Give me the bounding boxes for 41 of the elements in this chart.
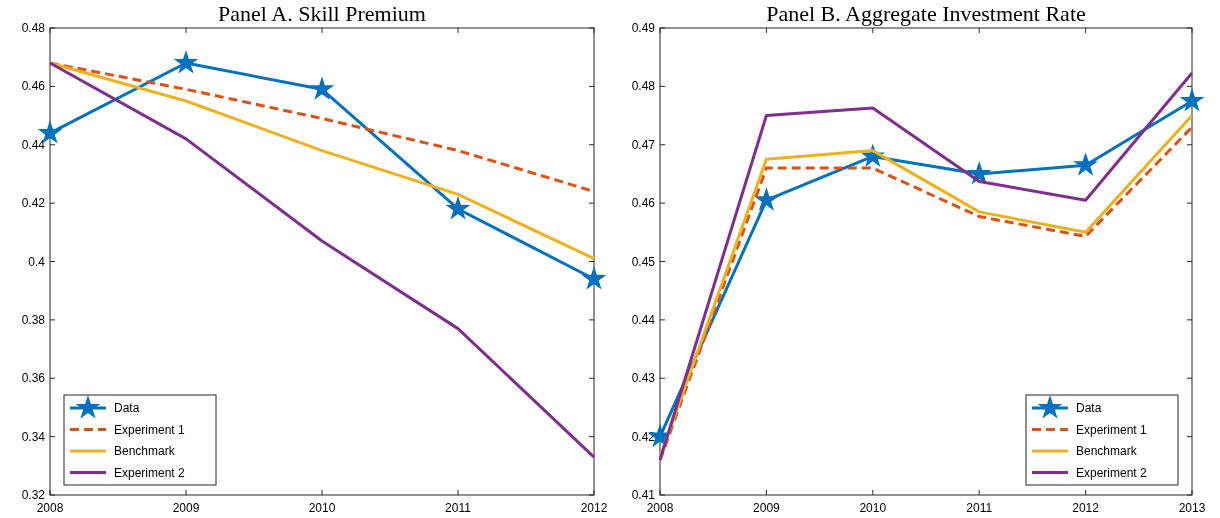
x-tick-label: 2012 (1072, 501, 1100, 515)
x-tick-label: 2011 (966, 501, 993, 515)
x-tick-label: 2008 (646, 501, 674, 515)
y-tick-label: 0.4 (28, 254, 46, 269)
y-tick-label: 0.46 (631, 196, 656, 211)
y-tick-label: 0.36 (21, 371, 46, 386)
x-tick-label: 2009 (172, 501, 200, 515)
y-tick-label: 0.41 (631, 488, 656, 502)
legend-label: Experiment 2 (114, 465, 186, 480)
y-tick-label: 0.42 (21, 196, 46, 211)
legend-label: Experiment 1 (114, 422, 186, 437)
y-tick-label: 0.32 (21, 488, 46, 502)
y-tick-label: 0.38 (21, 312, 46, 327)
y-tick-label: 0.48 (21, 21, 46, 35)
point (1073, 152, 1098, 176)
y-tick-label: 0.49 (631, 21, 656, 35)
x-tick-label: 2013 (1178, 501, 1206, 515)
y-tick-label: 0.45 (631, 254, 656, 269)
legend-label: Data (114, 401, 140, 415)
legend-label: Experiment 2 (1076, 465, 1148, 480)
chart-title: Panel B. Aggregate Investment Rate (766, 1, 1086, 26)
x-tick-label: 2009 (753, 501, 781, 515)
point (754, 187, 779, 211)
y-tick-label: 0.48 (631, 79, 656, 94)
legend-label: Benchmark (114, 444, 176, 458)
y-tick-label: 0.47 (631, 137, 656, 152)
legend-label: Data (1076, 401, 1102, 415)
line-series (48, 61, 596, 459)
x-tick-label: 2011 (445, 501, 472, 515)
y-tick-label: 0.44 (21, 137, 46, 152)
x-tick-label: 2010 (859, 501, 887, 515)
x-tick-label: 2012 (580, 501, 608, 515)
chart-title: Panel A. Skill Premium (218, 1, 426, 26)
legend-label: Benchmark (1076, 444, 1138, 458)
y-tick-label: 0.43 (631, 371, 656, 386)
y-tick-label: 0.46 (21, 79, 46, 94)
y-tick-label: 0.34 (21, 429, 46, 444)
x-tick-label: 2010 (308, 501, 336, 515)
x-tick-label: 2008 (36, 501, 64, 515)
y-tick-label: 0.44 (631, 312, 656, 327)
legend-label: Experiment 1 (1076, 422, 1148, 437)
